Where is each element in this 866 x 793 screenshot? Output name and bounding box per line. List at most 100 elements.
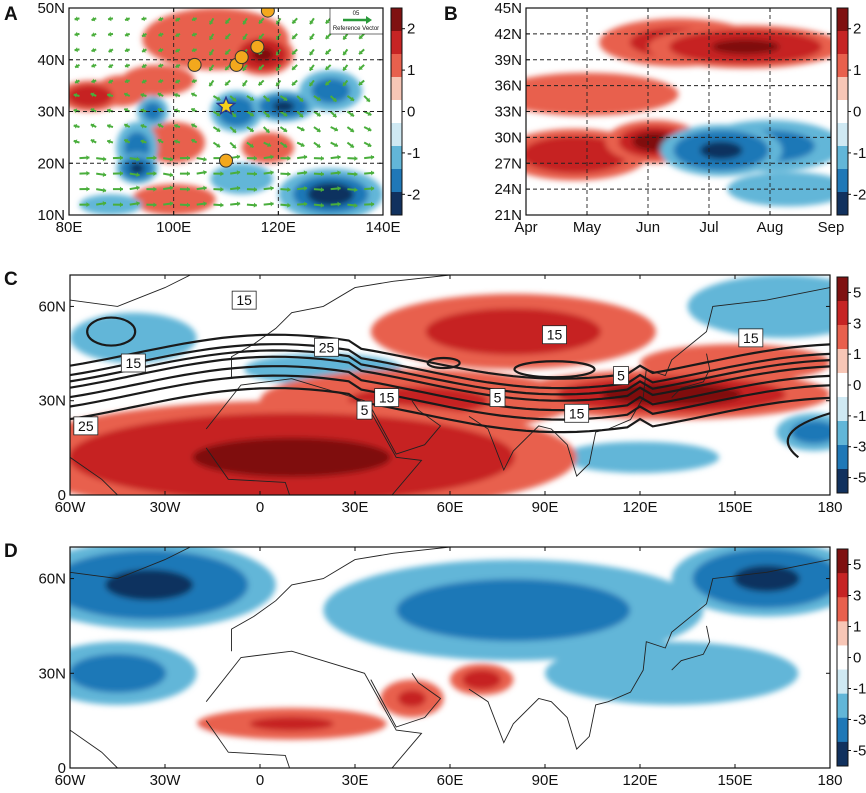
wind-arrow-head — [124, 47, 129, 53]
field-cell — [526, 72, 679, 116]
wind-arrow-head — [91, 63, 96, 68]
colorbar-swatch — [837, 421, 848, 446]
colorbar-label: 1 — [853, 619, 861, 636]
wind-arrow-head — [337, 154, 341, 160]
wind-arrow-head — [124, 63, 129, 68]
wind-arrow-head — [231, 144, 236, 149]
jet-contour — [70, 343, 830, 390]
wind-arrow-head — [203, 170, 207, 175]
colorbar-swatch — [391, 77, 402, 101]
wind-arrow-head — [300, 126, 305, 132]
wind-arrow-head — [225, 81, 230, 86]
x-tick-label: 150E — [717, 772, 752, 789]
wind-arrow-head — [169, 185, 174, 191]
wind-arrow-head — [370, 186, 375, 192]
wind-arrow-head — [343, 51, 348, 56]
wind-arrow-head — [102, 172, 107, 178]
wind-arrow-head — [283, 112, 288, 117]
field-cell — [560, 441, 720, 473]
y-tick-label: 10N — [37, 207, 65, 224]
wind-arrow-head — [86, 170, 90, 176]
wind-arrow-head — [90, 92, 95, 98]
colorbar-label: -3 — [853, 439, 866, 456]
wind-arrow-head — [232, 113, 237, 117]
colorbar-swatch — [837, 597, 848, 622]
field-cell — [542, 143, 608, 167]
wind-arrow-head — [124, 123, 129, 128]
wind-arrow-head — [186, 171, 190, 177]
wind-arrow-head — [292, 65, 297, 70]
station-marker — [234, 50, 249, 65]
x-tick-label: 120E — [622, 772, 657, 789]
panel-c-jet-contours — [70, 316, 830, 459]
wind-arrow-head — [270, 185, 274, 191]
panel-d-x-axis: 60W 30W 0 30E 60E 90E 120E 150E 180 — [55, 547, 843, 789]
wind-arrow-head — [371, 201, 375, 207]
field-blobs — [70, 275, 830, 495]
colorbar-swatch — [837, 397, 848, 422]
panel-a-wind-vectors — [73, 16, 375, 208]
colorbar-label: -2 — [853, 186, 866, 203]
field-cell — [396, 579, 631, 642]
x-tick-label: 120E — [261, 219, 296, 236]
wind-arrow-head — [253, 202, 257, 208]
wind-arrow-head — [157, 107, 162, 113]
wind-arrow-head — [337, 201, 341, 207]
wind-arrow-head — [303, 170, 308, 176]
wind-arrow-head — [107, 108, 111, 114]
wind-arrow-head — [343, 35, 348, 40]
wind-arrow-head — [174, 123, 178, 129]
wind-arrow-head — [90, 123, 95, 128]
colorbar-swatch — [837, 123, 848, 147]
field-cell — [699, 141, 743, 160]
panel-c-contour-labels: 15 25 15 15 5 15 5 25 15 5 15 — [73, 290, 764, 436]
contour-label: 5 — [361, 402, 369, 418]
jet-contour — [786, 412, 830, 459]
wind-arrow-head — [157, 138, 162, 144]
station-marker — [260, 8, 275, 18]
colorbar-swatch — [391, 54, 402, 78]
colorbar-swatch — [837, 100, 848, 124]
colorbar-label: 3 — [853, 315, 861, 332]
panel-b: B Apr May Jun Jul Aug Sep 21N 24N 27N 30N 33N 36N 3… — [444, 0, 866, 236]
contour-label: 15 — [547, 327, 563, 343]
y-tick-label: 30N — [37, 104, 65, 121]
wind-arrow-head — [91, 78, 96, 84]
wind-arrow-head — [216, 143, 221, 148]
wind-arrow-head — [309, 82, 314, 86]
wind-arrow-head — [265, 113, 270, 117]
field-cell — [711, 39, 780, 55]
wind-arrow-head — [175, 48, 180, 53]
wind-arrow-head — [365, 97, 370, 102]
wind-arrow-head — [249, 143, 254, 148]
jet-contour — [426, 356, 461, 370]
wind-arrow-head — [158, 32, 163, 37]
coastline — [671, 625, 711, 671]
x-tick-label: 0 — [256, 499, 264, 516]
y-tick-label: 60N — [38, 298, 66, 315]
wind-arrow-head — [153, 202, 157, 208]
wind-arrow-head — [300, 142, 305, 148]
colorbar-swatch — [837, 349, 848, 374]
panel-b-gridlines — [526, 8, 831, 215]
wind-arrow-head — [342, 82, 347, 86]
wind-arrow-head — [174, 92, 178, 98]
colorbar-swatch — [391, 123, 402, 147]
wind-arrow-head — [325, 19, 330, 24]
field-cell — [70, 717, 213, 768]
wind-arrow-head — [124, 138, 129, 144]
wind-arrow-head — [236, 201, 241, 207]
wind-arrow-head — [73, 123, 78, 129]
reference-vector-label: Reference Vector — [333, 26, 379, 32]
jet-contour — [70, 349, 830, 396]
colorbar-swatch — [837, 573, 848, 598]
colorbar-label: 1 — [407, 62, 415, 79]
wind-arrow-head — [108, 31, 112, 37]
wind-arrow-head — [299, 97, 304, 102]
field-cell — [75, 89, 104, 103]
wind-arrow-head — [249, 96, 254, 101]
wind-arrow-head — [253, 155, 257, 161]
field-cell — [79, 194, 143, 215]
wind-arrow-head — [287, 202, 291, 208]
colorbar-label: 2 — [407, 21, 415, 38]
